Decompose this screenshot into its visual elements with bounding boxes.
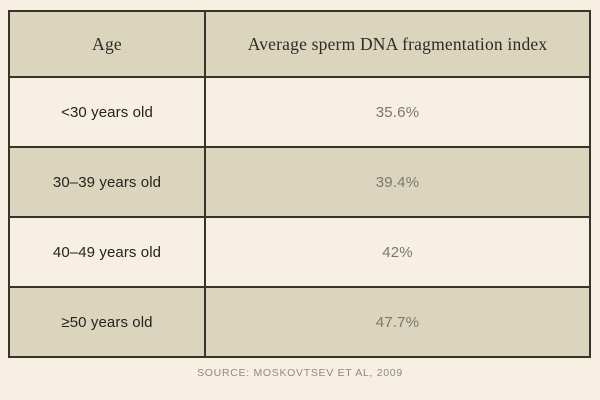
age-cell: ≥50 years old [10, 288, 206, 356]
table-row: <30 years old 35.6% [10, 76, 589, 146]
dna-fragmentation-table: Age Average sperm DNA fragmentation inde… [8, 10, 591, 358]
table-row: 30–39 years old 39.4% [10, 146, 589, 216]
value-cell: 39.4% [375, 173, 420, 191]
table-row: ≥50 years old 47.7% [10, 286, 589, 356]
age-cell: 30–39 years old [10, 148, 206, 216]
source-caption: SOURCE: MOSKOVTSEV ET AL, 2009 [197, 367, 403, 379]
table-header-row: Age Average sperm DNA fragmentation inde… [10, 12, 589, 76]
age-cell: 40–49 years old [10, 218, 206, 286]
value-cell: 47.7% [375, 313, 420, 331]
value-cell: 35.6% [375, 103, 420, 121]
age-cell: <30 years old [10, 78, 206, 146]
header-cell-age: Age [10, 12, 206, 76]
header-cell-fragmentation-index: Average sperm DNA fragmentation index [247, 33, 548, 54]
table-row: 40–49 years old 42% [10, 216, 589, 286]
value-cell: 42% [382, 243, 413, 261]
